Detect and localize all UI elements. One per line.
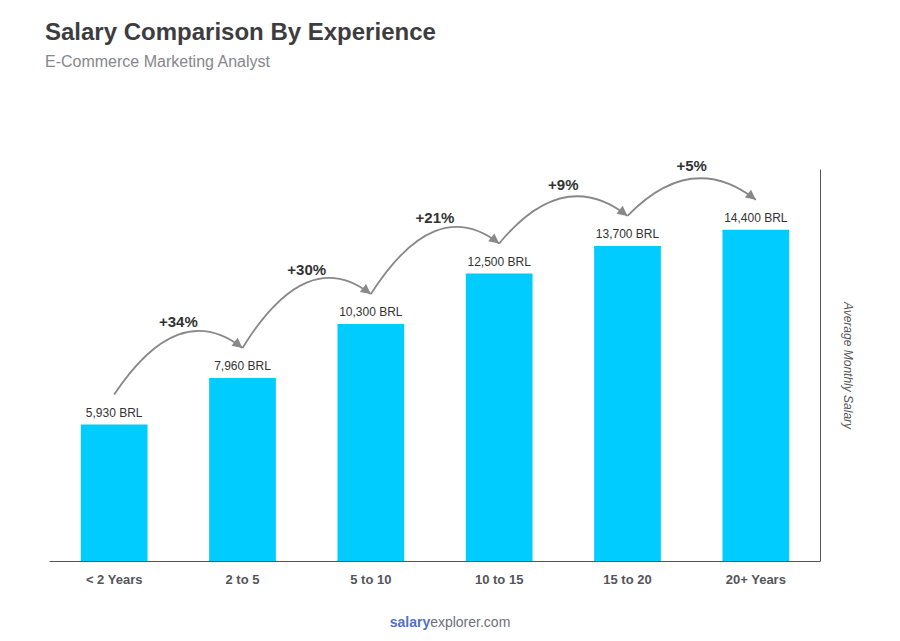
svg-text:15 to 20: 15 to 20 [603,572,651,587]
svg-text:Average Monthly Salary: Average Monthly Salary [841,301,855,430]
svg-text:5 to 10: 5 to 10 [350,572,391,587]
svg-text:+5%: +5% [676,157,706,174]
svg-text:E-Commerce Marketing Analyst: E-Commerce Marketing Analyst [45,53,271,70]
svg-text:5,930 BRL: 5,930 BRL [86,406,143,420]
svg-text:< 2 Years: < 2 Years [86,572,143,587]
svg-text:10,300 BRL: 10,300 BRL [339,305,403,319]
svg-text:+21%: +21% [416,209,455,226]
svg-text:Salary Comparison By Experienc: Salary Comparison By Experience [45,18,436,45]
svg-text:2 to 5: 2 to 5 [226,572,260,587]
svg-text:10 to 15: 10 to 15 [475,572,523,587]
svg-text:7,960 BRL: 7,960 BRL [214,359,271,373]
svg-text:13,700 BRL: 13,700 BRL [596,227,660,241]
svg-text:+9%: +9% [548,176,578,193]
svg-text:explorer.com: explorer.com [430,614,510,630]
svg-text:+34%: +34% [159,313,198,330]
svg-text:20+ Years: 20+ Years [726,572,786,587]
svg-text:14,400 BRL: 14,400 BRL [724,211,788,225]
svg-text:12,500 BRL: 12,500 BRL [467,255,531,269]
svg-text:+30%: +30% [287,261,326,278]
svg-text:salary: salary [390,614,431,630]
